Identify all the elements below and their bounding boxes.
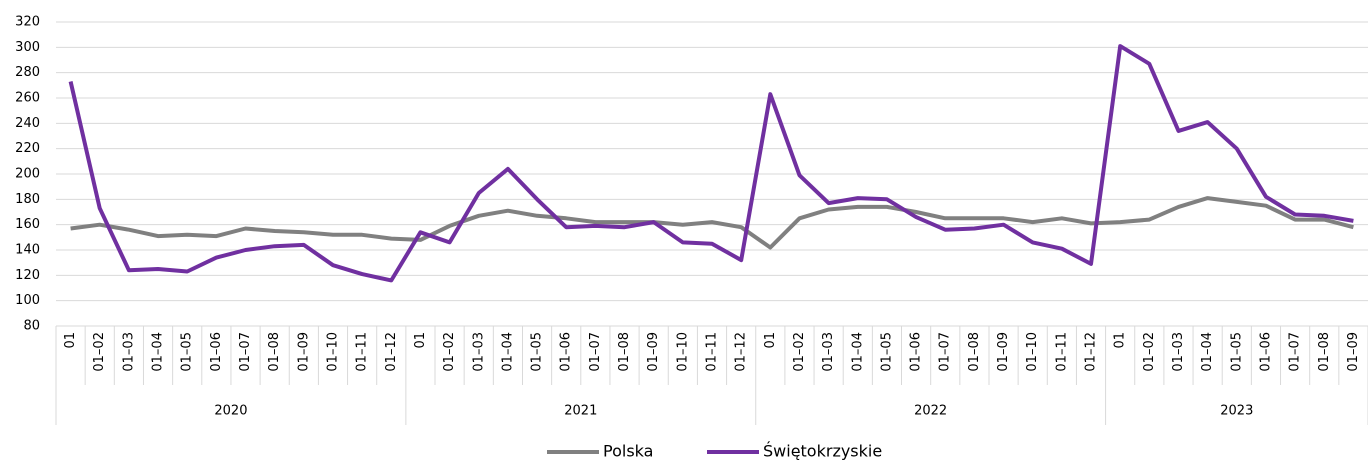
- x-tick-label: 01–03: [1171, 332, 1186, 372]
- x-tick-label: 01–04: [151, 332, 166, 372]
- x-tick-label: 01–06: [1258, 332, 1273, 372]
- x-tick-label: 01–05: [180, 332, 195, 372]
- x-tick-label: 01–09: [646, 332, 661, 372]
- y-tick-label: 220: [15, 141, 40, 156]
- x-tick-label: 01–05: [879, 332, 894, 372]
- x-tick-label: 01–02: [92, 332, 107, 372]
- x-tick-label: 01–12: [1084, 332, 1099, 372]
- x-tick-label: 01–08: [617, 332, 632, 372]
- x-tick-label: 01: [1113, 332, 1128, 349]
- x-tick-label: 01–11: [705, 332, 720, 372]
- x-tick-label: 01–12: [734, 332, 749, 372]
- x-tick-label: 01–07: [588, 332, 603, 372]
- y-tick-label: 160: [15, 217, 40, 232]
- x-tick-label: 01: [63, 332, 78, 349]
- y-tick-label: 80: [23, 319, 40, 334]
- x-tick-label: 01–11: [1054, 332, 1069, 372]
- y-tick-label: 140: [15, 243, 40, 258]
- series-line: [68, 44, 1354, 283]
- x-tick-label: 01–08: [267, 332, 282, 372]
- x-tick-label: 01–09: [296, 332, 311, 372]
- legend-label: Polska: [603, 442, 653, 461]
- y-tick-label: 120: [15, 268, 40, 283]
- x-tick-label: 01–02: [1142, 332, 1157, 372]
- x-tick-label: 01–09: [1346, 332, 1361, 372]
- x-tick-label: 01: [763, 332, 778, 349]
- x-group-label: 2020: [214, 404, 247, 419]
- x-tick-label: 01–03: [471, 332, 486, 372]
- x-tick-label: 01–06: [209, 332, 224, 372]
- x-tick-label: 01–07: [238, 332, 253, 372]
- y-tick-label: 180: [15, 192, 40, 207]
- x-tick-label: 01–06: [909, 332, 924, 372]
- x-group-label: 2021: [564, 404, 597, 419]
- y-tick-label: 240: [15, 116, 40, 131]
- x-tick-label: 01–10: [325, 332, 340, 372]
- y-tick-label: 260: [15, 91, 40, 106]
- x-tick-label: 01: [413, 332, 428, 349]
- x-tick-label: 01–05: [530, 332, 545, 372]
- x-tick-label: 01–09: [996, 332, 1011, 372]
- y-tick-label: 280: [15, 65, 40, 80]
- x-tick-label: 01–03: [121, 332, 136, 372]
- x-tick-label: 01–12: [384, 332, 399, 372]
- x-tick-label: 01–02: [442, 332, 457, 372]
- x-tick-label: 01–04: [1200, 332, 1215, 372]
- series-line: [70, 196, 1354, 250]
- x-tick-label: 01–07: [938, 332, 953, 372]
- x-tick-label: 01–04: [500, 332, 515, 372]
- x-tick-label: 01–07: [1288, 332, 1303, 372]
- legend-label: Świętokrzyskie: [763, 442, 882, 461]
- x-tick-label: 01–10: [1025, 332, 1040, 372]
- x-tick-label: 01–05: [1229, 332, 1244, 372]
- x-tick-label: 01–06: [559, 332, 574, 372]
- x-group-label: 2022: [914, 404, 947, 419]
- y-tick-label: 320: [15, 15, 40, 30]
- y-tick-label: 300: [15, 40, 40, 55]
- y-tick-label: 200: [15, 167, 40, 182]
- x-tick-label: 01–03: [821, 332, 836, 372]
- x-tick-label: 01–10: [675, 332, 690, 372]
- x-tick-label: 01–02: [792, 332, 807, 372]
- y-tick-label: 100: [15, 293, 40, 308]
- x-tick-label: 01–08: [967, 332, 982, 372]
- x-tick-label: 01–04: [850, 332, 865, 372]
- x-tick-label: 01–08: [1317, 332, 1332, 372]
- x-group-label: 2023: [1220, 404, 1253, 419]
- x-tick-label: 01–11: [355, 332, 370, 372]
